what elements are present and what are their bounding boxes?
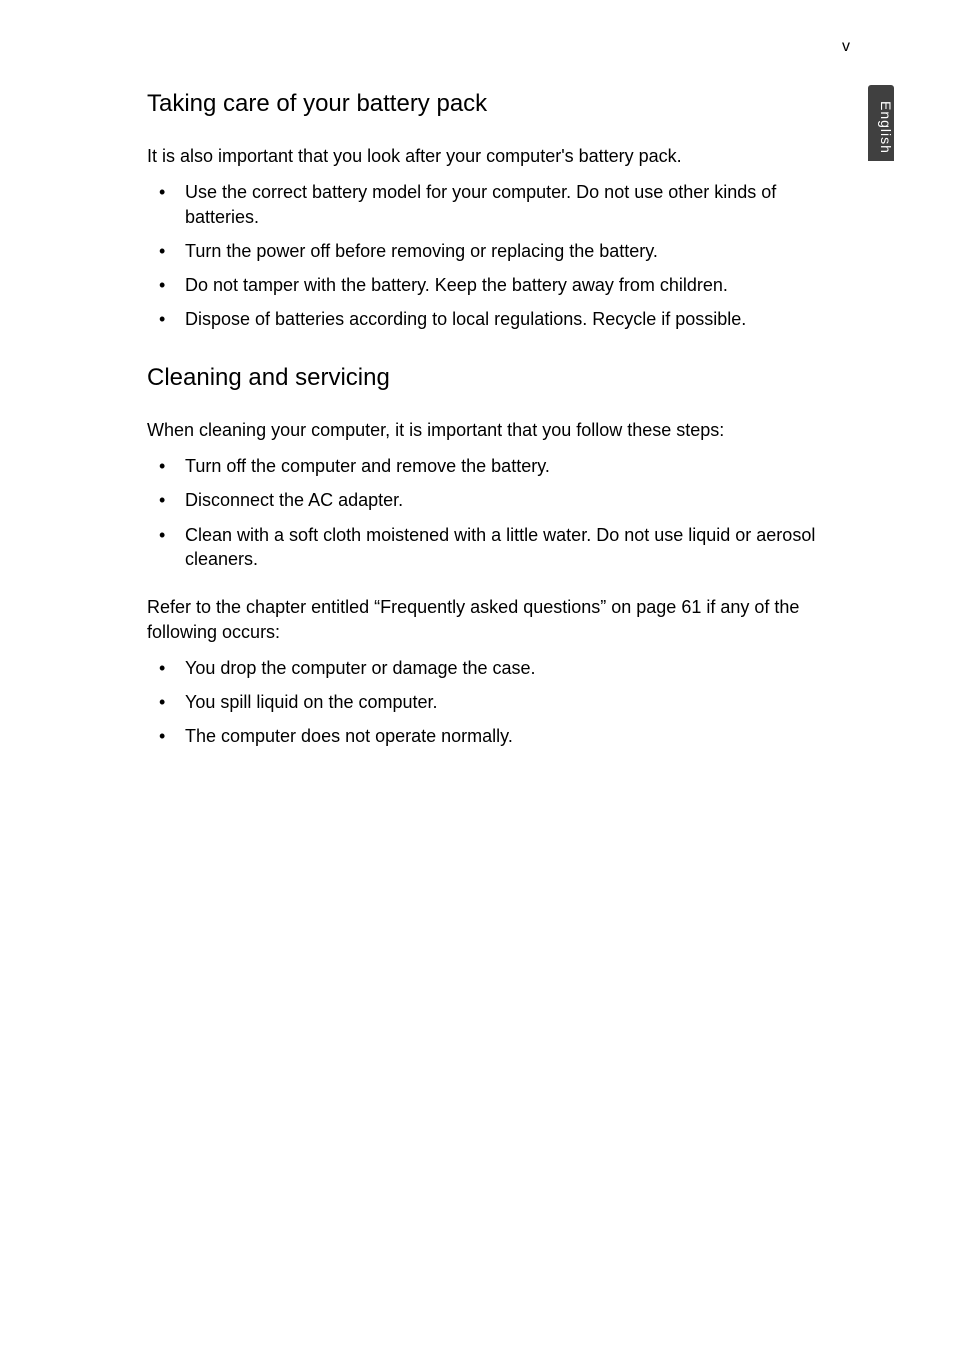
list-item: You drop the computer or damage the case… xyxy=(147,656,847,680)
intro-battery: It is also important that you look after… xyxy=(147,144,847,168)
intro-cleaning: When cleaning your computer, it is impor… xyxy=(147,418,847,442)
bullet-list-battery: Use the correct battery model for your c… xyxy=(147,180,847,331)
list-item: Disconnect the AC adapter. xyxy=(147,488,847,512)
section-battery: Taking care of your battery pack It is a… xyxy=(147,90,847,332)
intro-faq: Refer to the chapter entitled “Frequentl… xyxy=(147,595,847,644)
language-tab: English xyxy=(868,85,894,161)
bullet-list-cleaning: Turn off the computer and remove the bat… xyxy=(147,454,847,571)
list-item: Dispose of batteries according to local … xyxy=(147,307,847,331)
list-item: You spill liquid on the computer. xyxy=(147,690,847,714)
heading-battery: Taking care of your battery pack xyxy=(147,90,847,118)
list-item: Turn the power off before removing or re… xyxy=(147,239,847,263)
list-item: Use the correct battery model for your c… xyxy=(147,180,847,229)
list-item: Clean with a soft cloth moistened with a… xyxy=(147,523,847,572)
list-item: Do not tamper with the battery. Keep the… xyxy=(147,273,847,297)
page-number: v xyxy=(842,38,850,56)
heading-cleaning: Cleaning and servicing xyxy=(147,364,847,392)
bullet-list-faq: You drop the computer or damage the case… xyxy=(147,656,847,749)
list-item: Turn off the computer and remove the bat… xyxy=(147,454,847,478)
section-cleaning: Cleaning and servicing When cleaning you… xyxy=(147,364,847,749)
list-item: The computer does not operate normally. xyxy=(147,724,847,748)
page-content: Taking care of your battery pack It is a… xyxy=(147,90,847,781)
